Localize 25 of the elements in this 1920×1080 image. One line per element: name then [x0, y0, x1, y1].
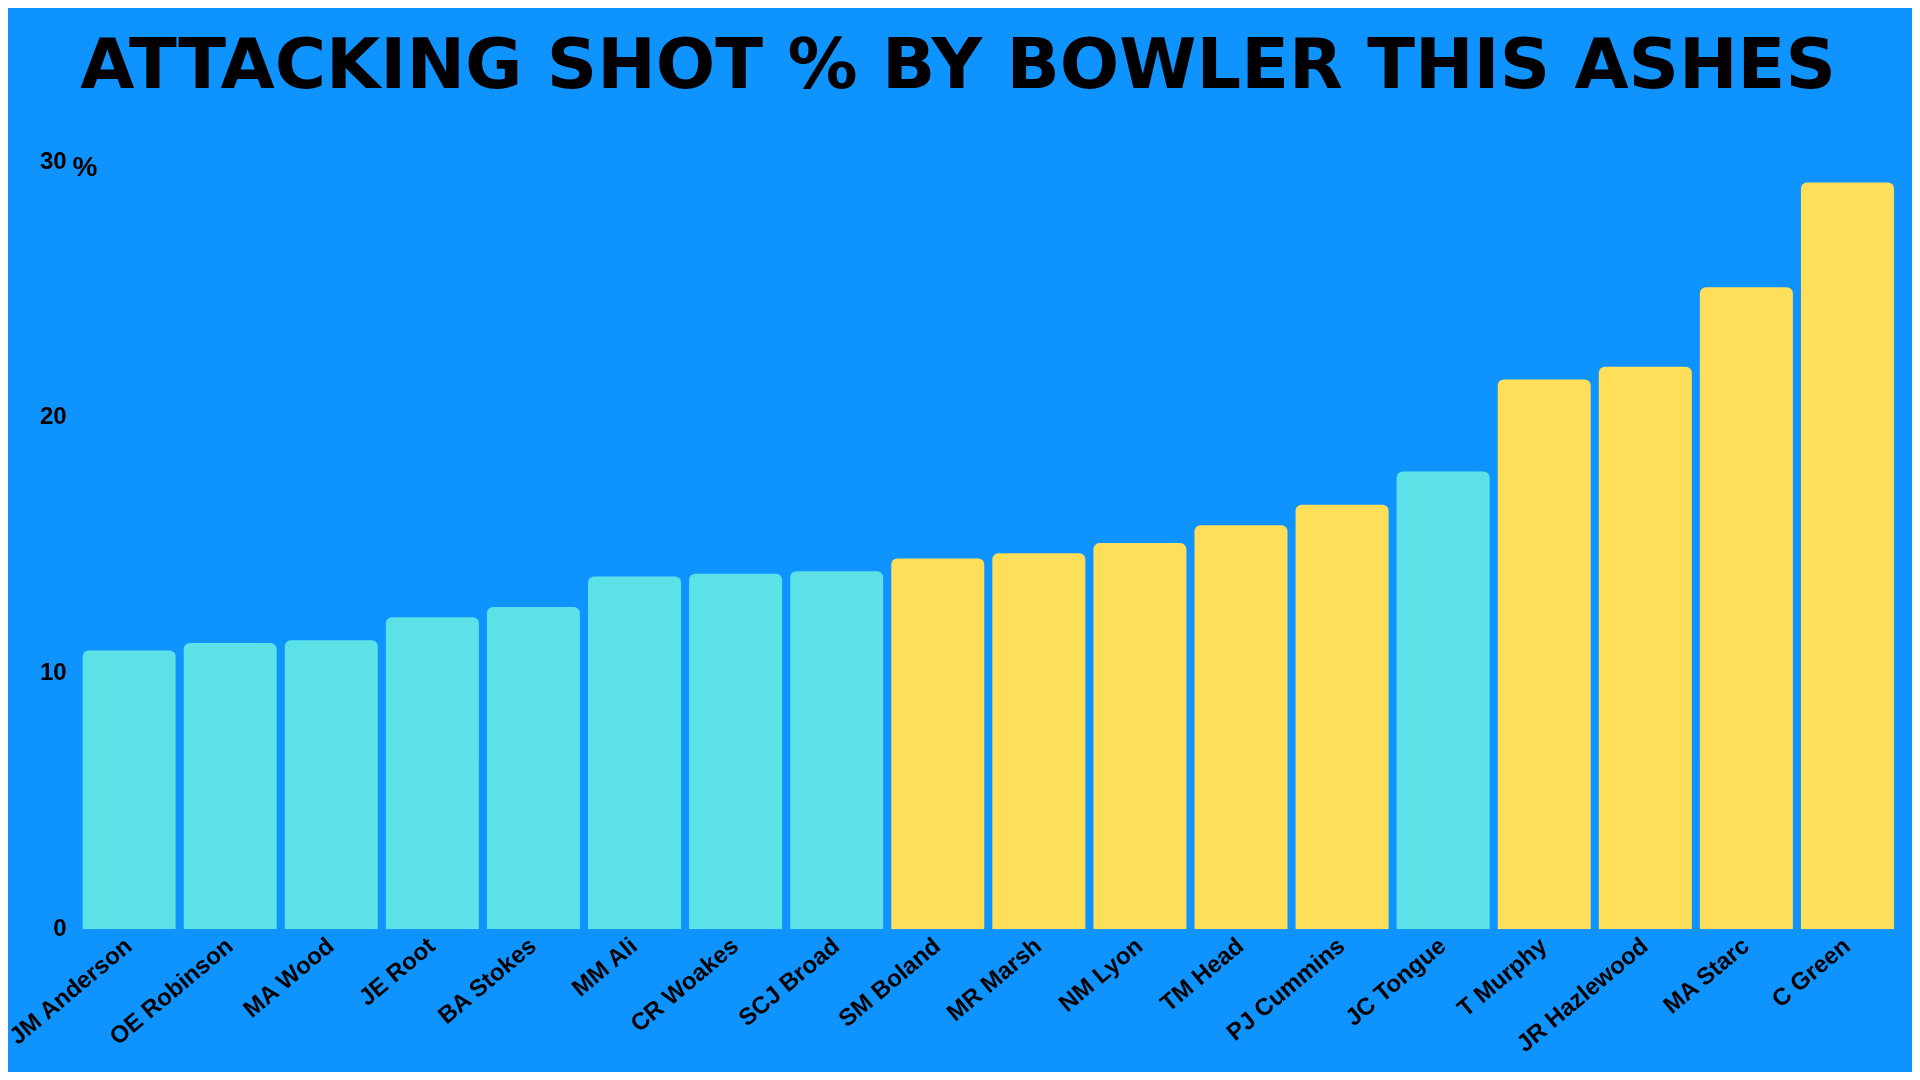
bar [689, 573, 783, 930]
bar [385, 617, 479, 930]
bar [1497, 379, 1591, 930]
bar [284, 640, 378, 930]
bar [1194, 525, 1288, 930]
x-tick-label: MM Ali [566, 931, 642, 1002]
bar [82, 650, 176, 930]
bar [183, 642, 277, 930]
bar [891, 558, 985, 930]
bar [1396, 471, 1490, 930]
bar [1800, 182, 1894, 930]
bar [486, 607, 580, 930]
bar [790, 571, 884, 930]
bar [1295, 504, 1389, 930]
bar [1093, 543, 1187, 930]
y-tick-label: 10 [39, 658, 67, 686]
y-tick-label: 20 [39, 402, 67, 430]
bar [588, 576, 682, 930]
bar [1699, 287, 1793, 930]
chart-title: ATTACKING SHOT % BY BOWLER THIS ASHES [80, 23, 1836, 106]
y-axis-title: % [72, 150, 98, 182]
bar [992, 553, 1086, 930]
y-tick-label: 0 [53, 913, 67, 941]
y-tick-label: 30 [39, 146, 67, 174]
bar [1598, 366, 1692, 930]
